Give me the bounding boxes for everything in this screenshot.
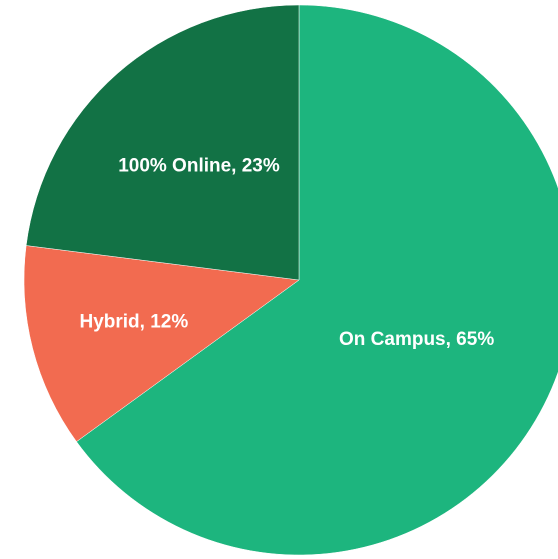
slice-label: On Campus, 65%	[339, 329, 494, 350]
pie-slice	[25, 4, 300, 281]
pie-slice	[23, 245, 300, 442]
pie-slice	[76, 4, 558, 556]
slice-label: Hybrid, 12%	[79, 311, 188, 332]
slice-label: 100% Online, 23%	[118, 156, 280, 177]
